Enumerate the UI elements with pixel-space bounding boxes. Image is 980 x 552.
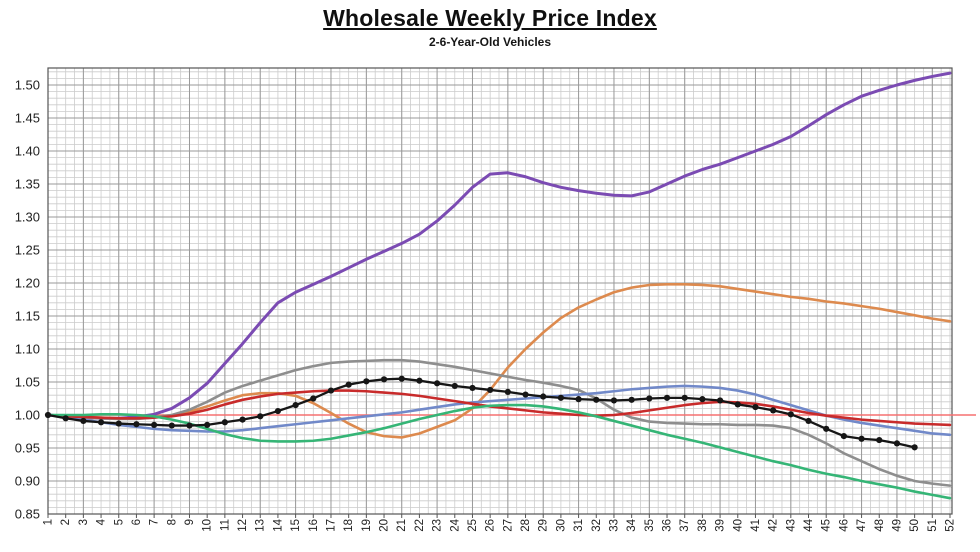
svg-text:2: 2 [60, 519, 72, 525]
svg-text:33: 33 [608, 519, 620, 532]
svg-text:30: 30 [555, 519, 567, 532]
svg-text:1.15: 1.15 [15, 309, 40, 324]
svg-text:13: 13 [255, 519, 267, 532]
svg-text:18: 18 [343, 519, 355, 532]
black-marker-line-markers [44, 375, 918, 451]
svg-text:38: 38 [697, 519, 709, 532]
svg-text:44: 44 [803, 518, 815, 531]
svg-text:1.20: 1.20 [15, 276, 40, 291]
svg-text:0.90: 0.90 [15, 474, 40, 489]
svg-text:19: 19 [361, 519, 373, 532]
y-axis-labels: 0.85 0.90 0.95 1.00 1.05 1.10 1.15 1.20 1.25 1.30… [15, 78, 40, 522]
svg-text:25: 25 [467, 519, 479, 532]
chart-subtitle: 2-6-Year-Old Vehicles [428, 35, 552, 49]
svg-text:0.85: 0.85 [15, 507, 40, 522]
svg-text:31: 31 [573, 519, 585, 532]
svg-text:27: 27 [502, 519, 514, 532]
svg-text:43: 43 [785, 519, 797, 532]
svg-text:48: 48 [874, 519, 886, 532]
x-axis-labels: 1 2 3 4 5 6 7 8 9 10 11 12 13 14 15 16 17 18 19 20 21 22 23 24 2… [43, 518, 957, 531]
svg-text:34: 34 [626, 518, 638, 531]
svg-text:49: 49 [891, 519, 903, 532]
svg-text:15: 15 [290, 519, 302, 532]
svg-text:42: 42 [768, 519, 780, 532]
svg-text:8: 8 [166, 519, 178, 525]
svg-text:1.05: 1.05 [15, 375, 40, 390]
gridlines [47, 68, 952, 515]
svg-text:23: 23 [432, 519, 444, 532]
svg-text:14: 14 [272, 518, 284, 531]
svg-text:0.95: 0.95 [15, 441, 40, 456]
svg-text:9: 9 [184, 519, 196, 525]
svg-text:1.35: 1.35 [15, 177, 40, 192]
svg-text:40: 40 [732, 519, 744, 532]
svg-text:24: 24 [449, 518, 461, 531]
svg-text:1.50: 1.50 [15, 78, 40, 93]
svg-text:46: 46 [838, 519, 850, 532]
svg-text:7: 7 [149, 519, 161, 525]
svg-text:6: 6 [131, 519, 143, 525]
svg-text:20: 20 [379, 519, 391, 532]
svg-text:11: 11 [219, 519, 231, 531]
chart-title: Wholesale Weekly Price Index [323, 5, 657, 31]
svg-text:10: 10 [202, 519, 214, 532]
svg-text:28: 28 [520, 519, 532, 532]
svg-text:41: 41 [750, 519, 762, 532]
svg-text:36: 36 [662, 519, 674, 532]
svg-text:5: 5 [113, 519, 125, 525]
plot-border [47, 67, 953, 515]
svg-text:1.45: 1.45 [15, 111, 40, 126]
purple-line [46, 71, 952, 420]
svg-text:47: 47 [856, 519, 868, 532]
svg-text:1.40: 1.40 [15, 144, 40, 159]
svg-text:52: 52 [945, 519, 957, 532]
gray-line [46, 358, 952, 487]
svg-text:45: 45 [821, 519, 833, 532]
svg-text:21: 21 [396, 519, 408, 532]
svg-text:16: 16 [308, 519, 320, 532]
svg-text:17: 17 [325, 519, 337, 532]
red-line [46, 389, 952, 427]
svg-text:32: 32 [591, 519, 603, 532]
svg-text:26: 26 [485, 519, 497, 532]
svg-text:51: 51 [927, 519, 939, 532]
svg-text:3: 3 [78, 519, 90, 525]
svg-text:22: 22 [414, 519, 426, 532]
blue-line [46, 384, 952, 437]
svg-text:29: 29 [538, 519, 550, 532]
axis-ticks [47, 514, 951, 518]
svg-text:1.10: 1.10 [15, 342, 40, 357]
svg-text:1.00: 1.00 [15, 408, 40, 423]
orange-line [46, 283, 952, 439]
svg-text:12: 12 [237, 519, 249, 532]
svg-text:1.30: 1.30 [15, 210, 40, 225]
svg-text:1: 1 [43, 519, 55, 525]
svg-text:39: 39 [715, 519, 727, 532]
svg-text:4: 4 [96, 518, 108, 525]
svg-text:1.25: 1.25 [15, 243, 40, 258]
svg-text:50: 50 [909, 519, 921, 532]
svg-text:35: 35 [644, 519, 656, 532]
svg-text:37: 37 [679, 519, 691, 532]
